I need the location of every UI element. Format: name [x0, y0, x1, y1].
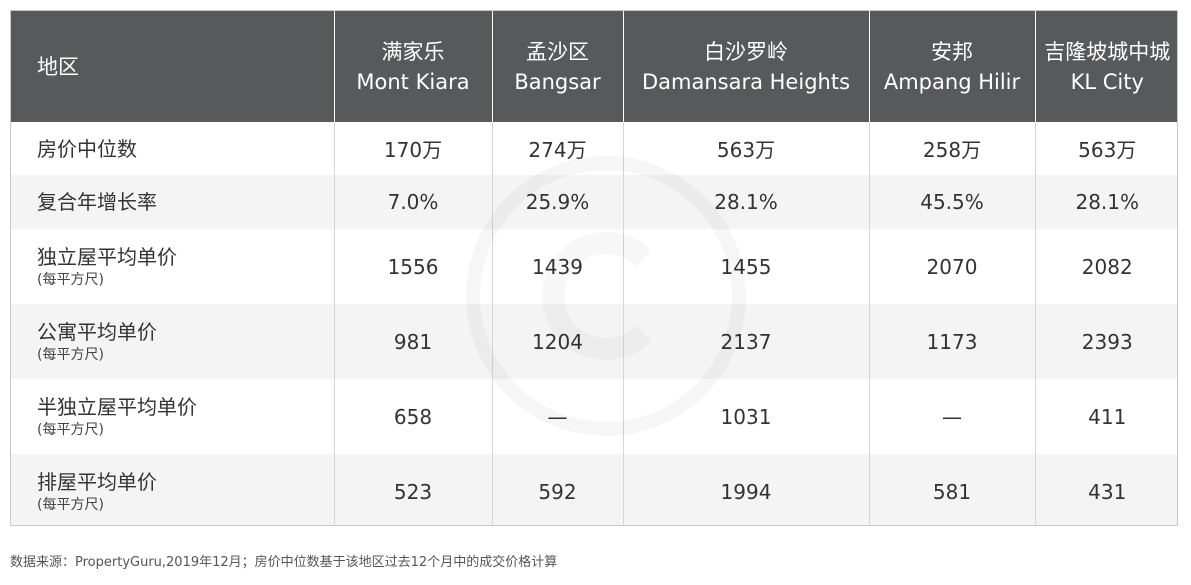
- row-label: 公寓平均单价: [37, 319, 157, 344]
- table-cell: 1031: [623, 379, 870, 454]
- table-cell: 1173: [869, 304, 1036, 379]
- table-cell: 28.1%: [623, 175, 870, 229]
- data-table-container: 地区 满家乐 Mont Kiara 孟沙区 Bangsar 白沙罗岭 Daman…: [10, 10, 1178, 526]
- header-column-en: Bangsar: [514, 69, 601, 94]
- header-column-cn: 白沙罗岭: [704, 39, 788, 64]
- table-cell: 981: [334, 304, 493, 379]
- header-column: 吉隆坡城中城 KL City: [1035, 11, 1177, 122]
- table-row: 独立屋平均单价 (每平方尺) 1556 1439 1455 2070 2082: [11, 229, 1177, 304]
- table-row: 半独立屋平均单价 (每平方尺) 658 — 1031 — 411: [11, 379, 1177, 454]
- table-cell: 2070: [869, 229, 1036, 304]
- table-cell: 1204: [492, 304, 624, 379]
- header-column-cn: 满家乐: [381, 39, 445, 64]
- table-cell: 25.9%: [492, 175, 624, 229]
- table-cell: 2082: [1081, 254, 1133, 279]
- header-column: 安邦 Ampang Hilir: [869, 11, 1036, 122]
- header-region-label: 地区: [11, 11, 335, 122]
- header-column: 满家乐 Mont Kiara: [334, 11, 493, 122]
- table-cell: 274万: [492, 122, 624, 175]
- table-cell: 1556: [334, 229, 493, 304]
- header-column-cn: 吉隆坡城中城: [1044, 39, 1171, 64]
- table-cell: 28.1%: [1035, 175, 1177, 229]
- table-cell: —: [869, 379, 1036, 454]
- table-cell: 563万: [1078, 138, 1137, 162]
- row-label-cell: 排屋平均单价 (每平方尺): [11, 454, 335, 525]
- table-cell: 258万: [869, 122, 1036, 175]
- row-label-cell: 房价中位数: [11, 122, 335, 175]
- header-column-cn: 孟沙区: [526, 39, 589, 64]
- table-row: 房价中位数 170万 274万 563万 258万 563万: [11, 122, 1177, 175]
- header-column-en: Ampang Hilir: [883, 69, 1021, 94]
- table-cell: 592: [492, 454, 624, 525]
- table-cell: 658: [334, 379, 493, 454]
- table-row: 公寓平均单价 (每平方尺) 981 1204 2137 1173 2393: [11, 304, 1177, 379]
- table-cell: 1994: [623, 454, 870, 525]
- row-unit-note: (每平方尺): [37, 271, 104, 288]
- table-row: 复合年增长率 7.0% 25.9% 28.1% 45.5% 28.1%: [11, 175, 1177, 229]
- header-column: 白沙罗岭 Damansara Heights: [623, 11, 870, 122]
- row-label: 半独立屋平均单价: [37, 394, 197, 419]
- header-column: 孟沙区 Bangsar: [492, 11, 624, 122]
- row-label: 独立屋平均单价: [37, 244, 177, 269]
- row-label: 排屋平均单价: [37, 469, 157, 494]
- row-label: 房价中位数: [37, 136, 137, 161]
- row-label-cell: 复合年增长率: [11, 175, 335, 229]
- row-unit-note: (每平方尺): [37, 346, 104, 363]
- header-column-en: Mont Kiara: [356, 69, 470, 94]
- table-cell: 1439: [492, 229, 624, 304]
- table-cell: 45.5%: [869, 175, 1036, 229]
- table-cell: 2137: [623, 304, 870, 379]
- table-cell: 581: [869, 454, 1036, 525]
- table-cell: 563万: [623, 122, 870, 175]
- row-unit-note: (每平方尺): [37, 496, 104, 513]
- property-price-table: 地区 满家乐 Mont Kiara 孟沙区 Bangsar 白沙罗岭 Daman…: [11, 11, 1177, 525]
- header-column-cn: 安邦: [931, 39, 973, 64]
- table-cell: 431: [1035, 454, 1177, 525]
- table-cell: 523: [334, 454, 493, 525]
- row-label-cell: 独立屋平均单价 (每平方尺): [11, 229, 335, 304]
- row-label-cell: 半独立屋平均单价 (每平方尺): [11, 379, 335, 454]
- row-label: 复合年增长率: [37, 190, 157, 214]
- header-column-en: Damansara Heights: [641, 69, 851, 94]
- row-unit-note: (每平方尺): [37, 421, 104, 438]
- table-cell: 411: [1088, 404, 1127, 429]
- row-label-cell: 公寓平均单价 (每平方尺): [11, 304, 335, 379]
- source-note: 数据来源：PropertyGuru,2019年12月；房价中位数基于该地区过去1…: [10, 555, 558, 570]
- table-cell: 7.0%: [334, 175, 493, 229]
- table-cell: 170万: [334, 122, 493, 175]
- table-cell: 2393: [1035, 304, 1177, 379]
- table-header-row: 地区 满家乐 Mont Kiara 孟沙区 Bangsar 白沙罗岭 Daman…: [11, 11, 1177, 122]
- table-cell: 1455: [623, 229, 870, 304]
- header-column-en: KL City: [1070, 69, 1144, 94]
- table-row: 排屋平均单价 (每平方尺) 523 592 1994 581 431: [11, 454, 1177, 525]
- table-cell: —: [492, 379, 624, 454]
